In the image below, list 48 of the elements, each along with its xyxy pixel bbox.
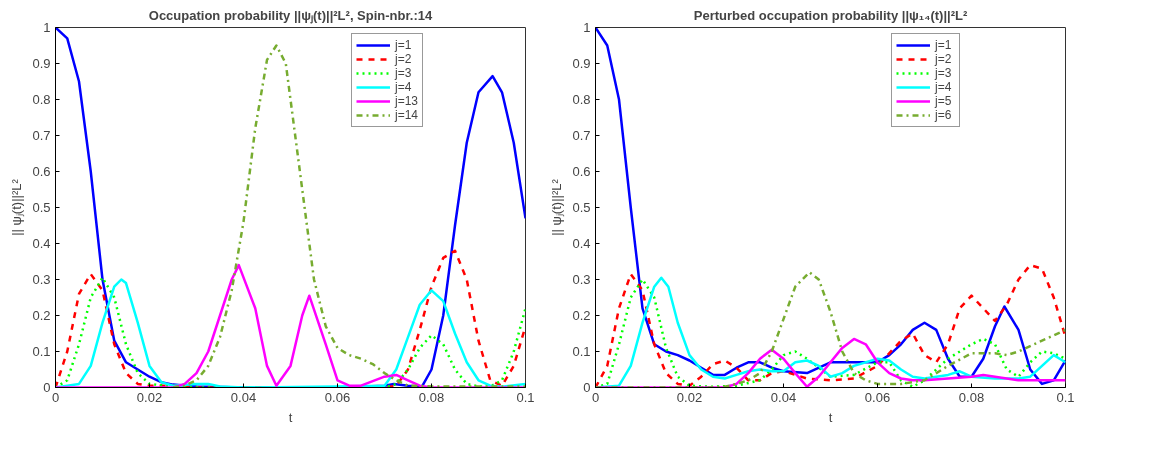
- legend-label: j=4: [395, 80, 413, 94]
- x-axis-title: t: [288, 409, 293, 425]
- legend-label: j=14: [395, 108, 419, 122]
- y-tick-label: 0.2: [32, 308, 51, 323]
- legend-label: j=3: [395, 66, 413, 80]
- legend-label: j=1: [935, 38, 953, 52]
- y-tick-label: 0.8: [572, 92, 591, 107]
- x-tick-label: 0.08: [958, 389, 985, 405]
- y-tick-label: 0.3: [572, 272, 591, 287]
- y-tick-label: 0.7: [32, 128, 51, 143]
- y-axis-title: || ψⱼ(t)||²L²: [9, 178, 26, 236]
- y-tick-label: 0.9: [32, 56, 51, 71]
- y-tick-label: 0.6: [32, 164, 51, 179]
- y-tick-label: 0.3: [32, 272, 51, 287]
- legend-label: j=13: [395, 94, 419, 108]
- y-tick-label: 0.8: [32, 92, 51, 107]
- y-tick-label: 1: [583, 20, 591, 35]
- y-tick-label: 0.4: [572, 236, 591, 251]
- y-tick-label: 0.9: [572, 56, 591, 71]
- y-tick-label: 0.6: [572, 164, 591, 179]
- x-tick-label: 0.1: [516, 389, 535, 405]
- legend-label: j=2: [935, 52, 953, 66]
- x-tick-label: 0.02: [136, 389, 163, 405]
- x-tick-label: 0.06: [324, 389, 351, 405]
- x-tick-label: 0.06: [864, 389, 891, 405]
- x-tick-label: 0.08: [418, 389, 445, 405]
- chart-title: Perturbed occupation probability ||ψ₁₄(t)||²L²: [693, 7, 968, 23]
- legend-label: j=4: [935, 80, 953, 94]
- y-tick-label: 0.1: [572, 344, 591, 359]
- y-tick-label: 0.4: [32, 236, 51, 251]
- x-tick-label: 0.1: [1056, 389, 1075, 405]
- legend-label: j=2: [395, 52, 413, 66]
- legend-label: j=6: [935, 108, 953, 122]
- chart-title: Occupation probability ||ψⱼ(t)||²L², Spin-nbr.:14: [148, 7, 433, 24]
- y-axis-title: || ψⱼ(t)||²L²: [549, 178, 566, 236]
- x-tick-label: 0.04: [230, 389, 257, 405]
- y-tick-label: 1: [43, 20, 51, 35]
- legend-label: j=5: [935, 94, 953, 108]
- y-tick-label: 0.2: [572, 308, 591, 323]
- x-tick-label: 0.04: [770, 389, 797, 405]
- x-tick-label: 0.02: [676, 389, 703, 405]
- legend-label: j=3: [935, 66, 953, 80]
- legend-label: j=1: [395, 38, 413, 52]
- y-tick-label: 0.7: [572, 128, 591, 143]
- y-tick-label: 0.5: [572, 200, 591, 215]
- x-axis-title: t: [828, 409, 833, 425]
- y-tick-label: 0.1: [32, 344, 51, 359]
- y-tick-label: 0.5: [32, 200, 51, 215]
